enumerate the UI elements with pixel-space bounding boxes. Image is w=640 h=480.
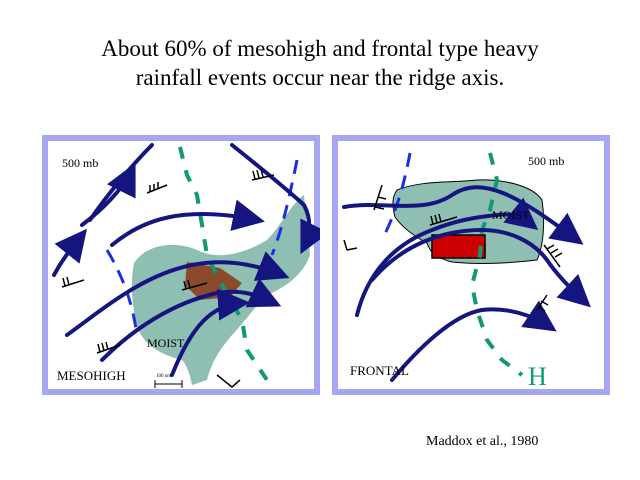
streamline-arrow [390, 300, 557, 382]
moist-label: MOIST [492, 208, 530, 222]
slide-title: About 60% of mesohigh and frontal type h… [0, 34, 640, 92]
wind-barb [61, 276, 85, 288]
streamline-arrow [170, 288, 250, 377]
scale-bar [154, 380, 183, 388]
panel-type-label: MESOHIGH [57, 368, 126, 383]
panel-frame [332, 135, 610, 395]
level-label: 500 mb [528, 154, 564, 168]
level-label: 500 mb [62, 156, 98, 170]
streamline-arrow [110, 199, 265, 247]
wind-barb [146, 182, 168, 194]
frontal-panel: 500 mb MOIST FRONTAL H [332, 135, 610, 395]
wind-barb [536, 294, 549, 312]
streamline-arrow [80, 162, 136, 227]
wind-barb [429, 213, 458, 226]
panel-type-label: FRONTAL [350, 363, 409, 378]
wind-barb [373, 184, 387, 211]
ridge-axis [469, 152, 524, 377]
title-line-2: rainfall events occur near the ridge axi… [135, 65, 505, 90]
wind-barb [181, 279, 208, 291]
high-pressure-label: H [528, 362, 547, 391]
scale-label: 100 nm [156, 374, 171, 379]
citation: Maddox et al., 1980 [426, 434, 539, 449]
streamline-arrow [100, 278, 282, 362]
wind-barb [96, 341, 121, 354]
streamline-arrow [355, 197, 539, 317]
moist-label: MOIST [147, 336, 185, 350]
trough-line [270, 159, 299, 256]
title-line-1: About 60% of mesohigh and frontal type h… [101, 36, 539, 61]
heavy-rain-area [431, 234, 486, 259]
trough-line [105, 249, 139, 336]
streamline-arrow [65, 251, 290, 337]
streamline-arrow [230, 143, 320, 255]
wind-barb [251, 168, 275, 181]
wind-barb [216, 374, 241, 388]
wind-barb [343, 239, 358, 251]
streamline-arrow [52, 228, 87, 277]
mesohigh-panel: 500 mb MOIST MESOHIGH 100 nm [42, 135, 320, 395]
streamline-arrow [370, 227, 591, 308]
trough-line [380, 152, 412, 241]
wind-barb [543, 244, 563, 268]
